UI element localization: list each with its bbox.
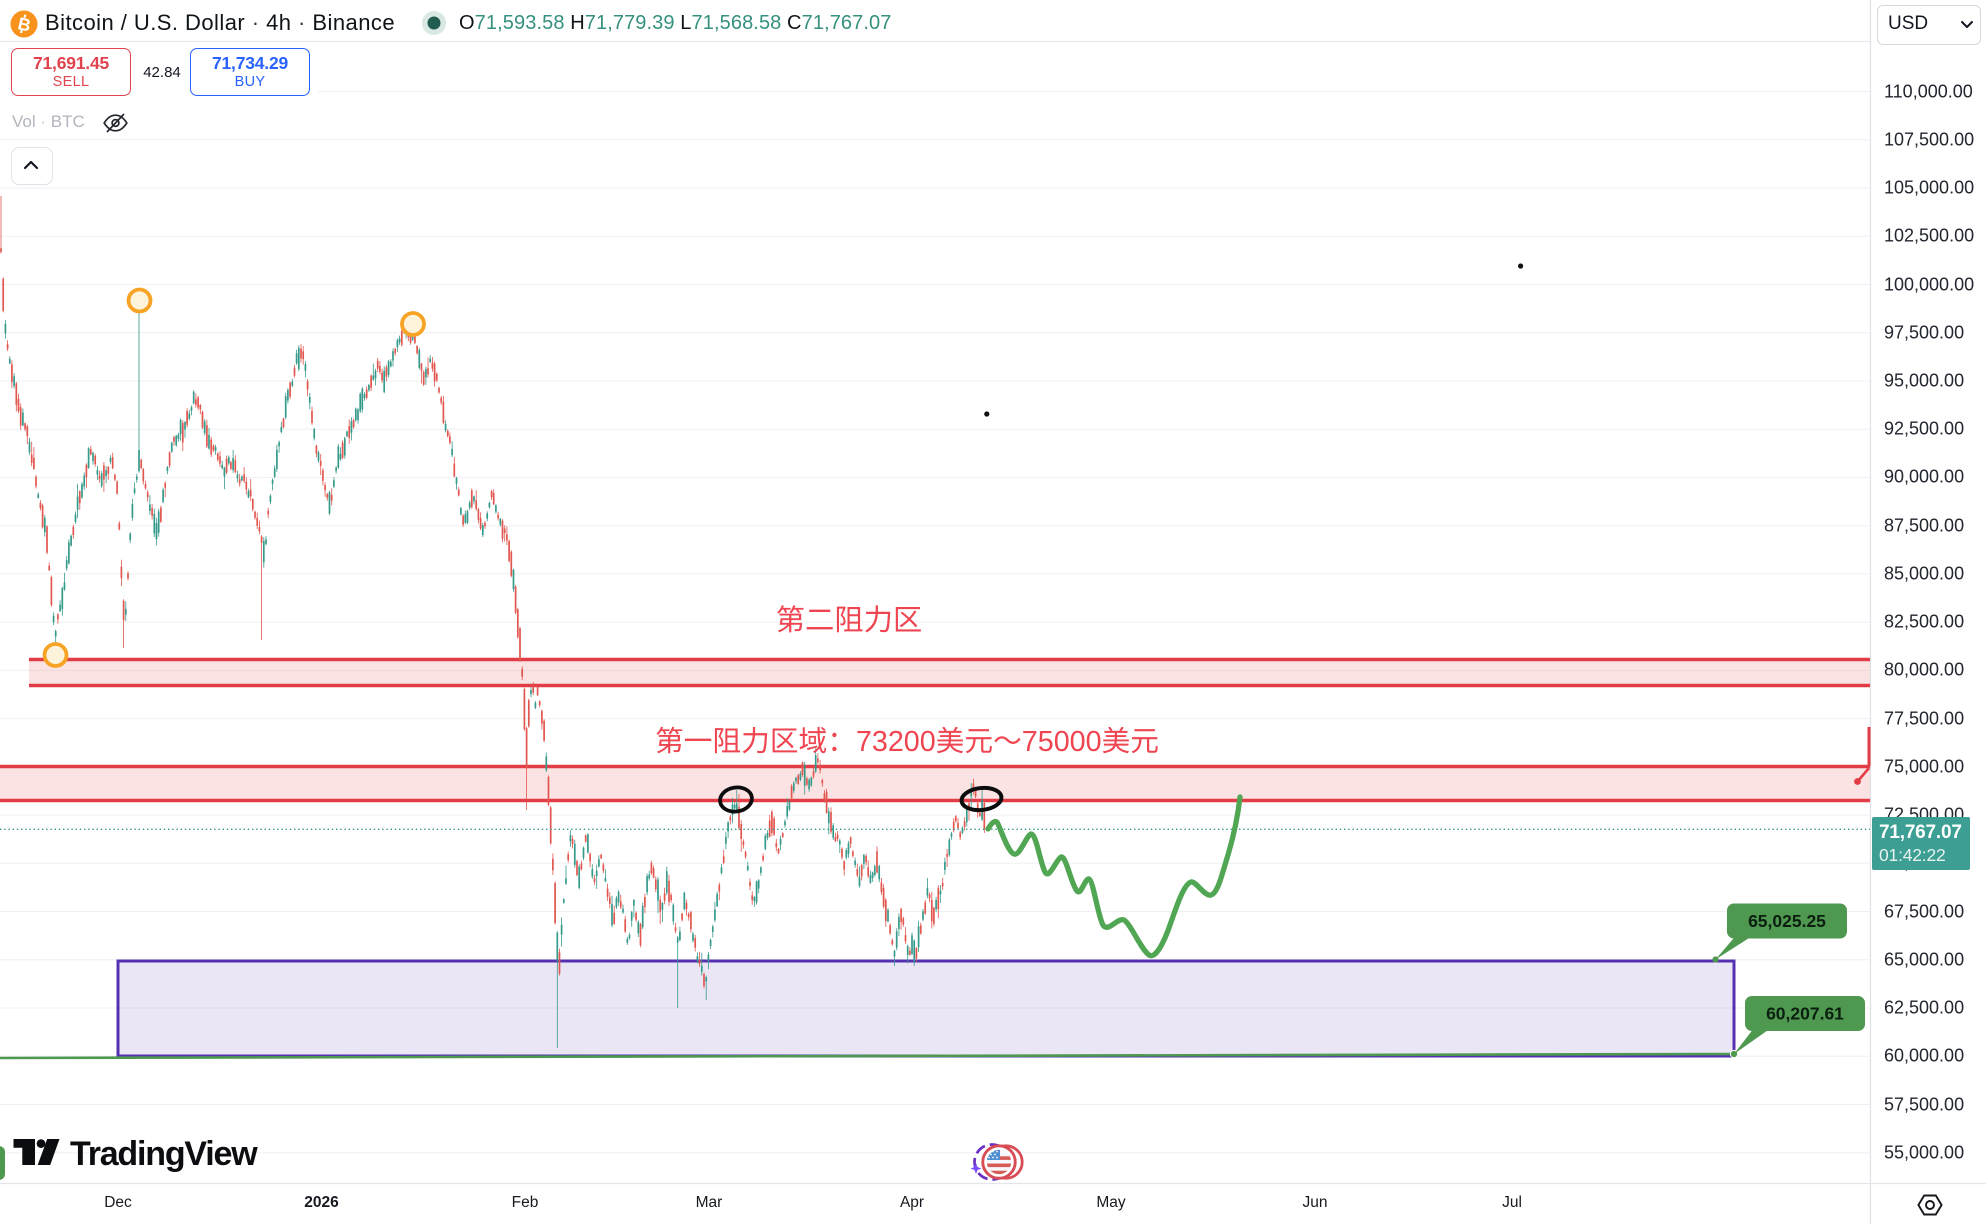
svg-text:73200: 73200	[856, 726, 936, 758]
svg-text:65,025.25: 65,025.25	[1748, 911, 1826, 931]
svg-text:60,207.61: 60,207.61	[1766, 1004, 1844, 1024]
svg-text:75000: 75000	[1022, 726, 1102, 758]
svg-text:B: B	[16, 13, 33, 35]
